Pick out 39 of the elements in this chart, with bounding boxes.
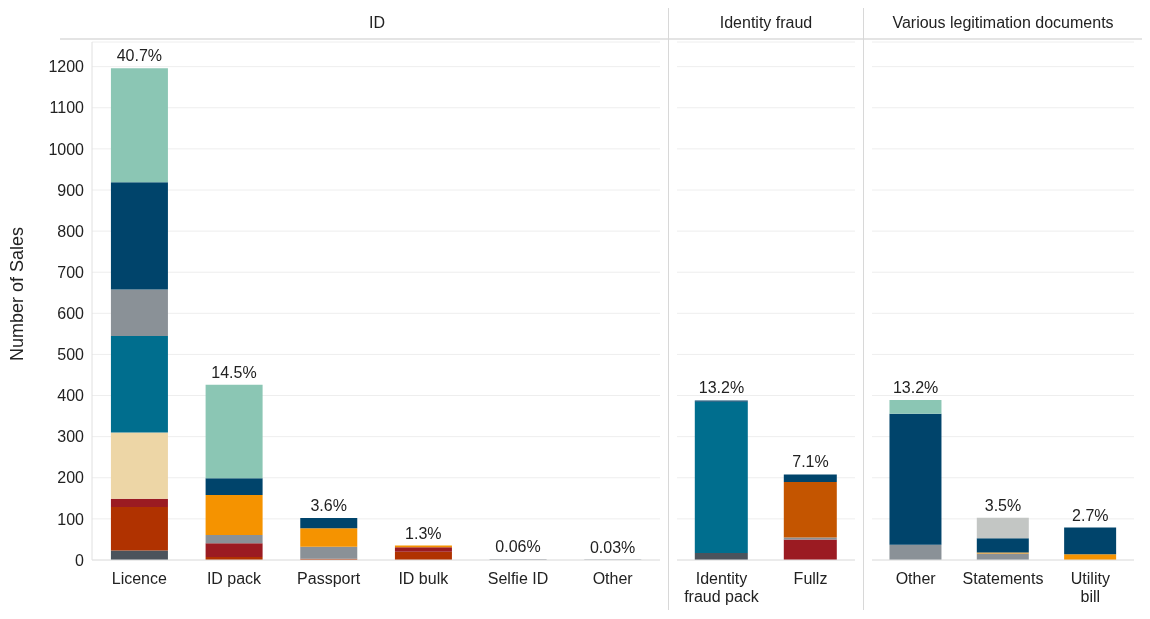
- y-tick-label: 700: [57, 263, 85, 281]
- annotation: 13.2%: [698, 379, 745, 397]
- y-axis-title: Number of Sales: [7, 226, 28, 361]
- annotation: 1.3%: [405, 524, 442, 542]
- annotation: 0.06%: [495, 538, 541, 556]
- x-tick-label: Selfie ID: [487, 570, 549, 587]
- x-tick-label: ID pack: [206, 570, 263, 587]
- y-tick-label: 200: [57, 469, 85, 487]
- annotation: 40.7%: [116, 47, 163, 65]
- x-tick-label: Fullz: [793, 570, 828, 587]
- x-tick-label: Other: [895, 570, 937, 587]
- annotation: 7.1%: [792, 453, 829, 471]
- y-tick-label: 900: [57, 181, 85, 199]
- y-tick-label: 1100: [49, 99, 85, 117]
- annotation: 13.2%: [892, 379, 939, 397]
- x-tick-label: ID bulk: [398, 570, 450, 587]
- y-tick-label: 1200: [48, 58, 85, 76]
- y-tick-label: 1000: [48, 140, 85, 158]
- x-tick-label: Other: [592, 570, 634, 587]
- y-tick-label: 600: [57, 305, 85, 323]
- annotation: 0.03%: [589, 538, 636, 556]
- annotation: 2.7%: [1072, 506, 1109, 524]
- y-tick-label: 500: [57, 346, 85, 364]
- y-tick-label: 800: [57, 222, 85, 240]
- y-tick-label: 0: [75, 551, 85, 569]
- annotation: 14.5%: [211, 363, 257, 381]
- x-tick-label: Passport: [297, 570, 361, 587]
- x-tick-label: Statements: [962, 570, 1044, 587]
- y-tick-label: 100: [57, 510, 85, 528]
- annotation: 3.6%: [310, 497, 347, 515]
- chart-title: Identity fraud: [719, 14, 813, 32]
- x-tick-label: Licence: [111, 570, 168, 587]
- chart-title: ID: [369, 14, 385, 32]
- y-tick-label: 400: [57, 387, 85, 405]
- x-tick-label: Identity fraud pack: [684, 570, 760, 605]
- y-tick-label: 300: [57, 428, 85, 446]
- x-tick-label: Utility bill: [1070, 570, 1110, 605]
- chart-title: Various legitimation documents: [892, 14, 1114, 32]
- annotation: 3.5%: [984, 496, 1022, 514]
